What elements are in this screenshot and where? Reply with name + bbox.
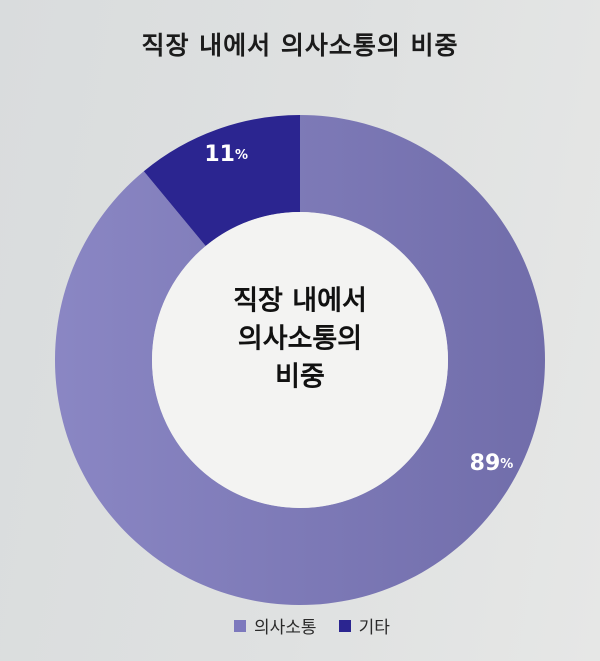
donut-hole: [152, 212, 448, 508]
center-label-line-2: 의사소통의: [238, 324, 362, 355]
legend-swatch-communication: [234, 619, 246, 632]
value-labels-group: 89% 11%: [204, 142, 513, 476]
value-label-communication: 89%: [470, 451, 514, 476]
slices-group: [54, 115, 546, 605]
legend: 의사소통 기타: [234, 613, 412, 638]
legend-item-communication: 의사소통: [234, 613, 317, 638]
value-label-other: 11%: [204, 142, 248, 167]
center-label-line-3: 비중: [275, 362, 325, 393]
legend-label-other: 기타: [358, 618, 390, 638]
legend-item-other: 기타: [338, 613, 390, 638]
slice-other: [143, 115, 300, 246]
center-label-line-1: 직장 내에서: [233, 286, 367, 317]
chart-title: 직장 내에서 의사소통의 비중: [141, 31, 459, 60]
slice-shading: [54, 115, 546, 605]
legend-label-communication: 의사소통: [254, 618, 317, 638]
legend-swatch-other: [338, 619, 351, 632]
